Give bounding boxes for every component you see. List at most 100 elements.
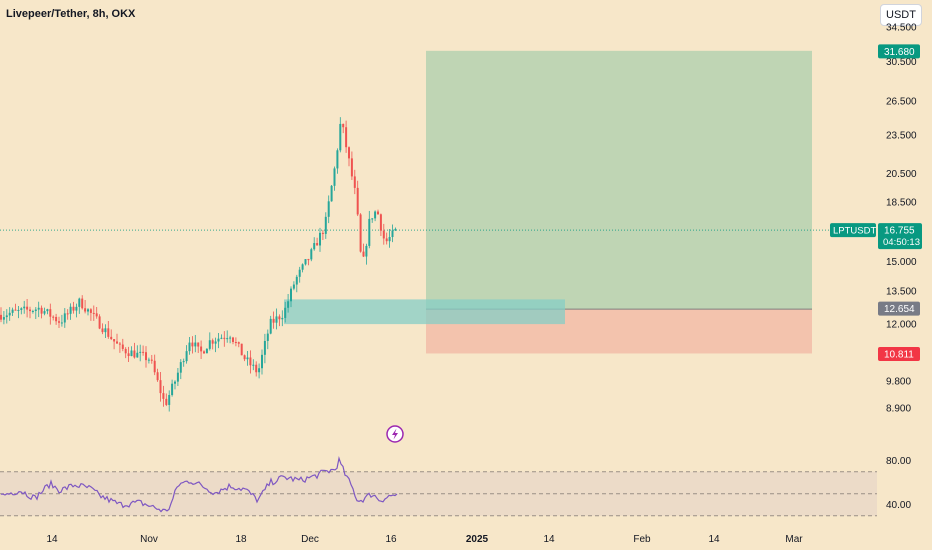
candle — [176, 367, 179, 386]
candle — [379, 213, 382, 237]
candle — [78, 297, 81, 314]
candle-body — [113, 339, 116, 342]
candle — [240, 343, 243, 356]
candle-body — [229, 337, 232, 339]
chart-title: Livepeer/Tether, 8h, OKX — [6, 8, 136, 20]
lightning-icon-bolt — [392, 428, 398, 440]
y-axis-tick: 18.500 — [886, 198, 917, 209]
candle-body — [232, 337, 234, 342]
candle — [319, 227, 321, 252]
candle — [92, 305, 95, 321]
candle-body — [69, 306, 72, 314]
candle — [121, 338, 124, 352]
candle-body — [365, 245, 368, 257]
candle-body — [211, 340, 214, 344]
candle — [252, 359, 255, 371]
candle — [52, 315, 55, 321]
candle — [275, 308, 278, 330]
candle — [321, 230, 324, 240]
candle — [72, 301, 75, 314]
candle — [174, 380, 176, 390]
candle-body — [377, 211, 379, 215]
candle — [150, 354, 153, 364]
candle-body — [98, 316, 101, 329]
candle-body — [327, 201, 330, 217]
candle-body — [179, 362, 182, 373]
candle-body — [324, 216, 327, 234]
candle-body — [142, 351, 145, 353]
candle — [205, 348, 208, 354]
candle — [130, 346, 133, 357]
x-axis-tick: Mar — [785, 534, 803, 545]
target-zone — [426, 50, 812, 310]
candle-body — [2, 317, 5, 320]
x-axis-tick: 14 — [46, 534, 58, 545]
currency-button[interactable]: USDT — [880, 4, 922, 26]
candle — [220, 334, 223, 340]
candle-body — [391, 230, 394, 238]
lightning-icon — [386, 425, 404, 443]
rsi-line — [1, 456, 398, 513]
candle — [214, 337, 217, 353]
symbol-label-text: LPTUSDT — [833, 226, 876, 237]
candle — [101, 323, 104, 335]
candle-body — [168, 395, 171, 405]
candle-body — [382, 230, 385, 239]
candle — [95, 306, 98, 319]
candle-body — [188, 342, 191, 352]
candle-body — [281, 317, 284, 320]
candle — [339, 117, 342, 153]
rsi-axis-tick: 80.00 — [886, 456, 911, 467]
stop-price-label-text: 10.811 — [884, 349, 914, 360]
candle-body — [0, 314, 2, 320]
y-axis-tick: 38.500 — [886, 0, 917, 2]
candle — [156, 368, 159, 382]
candle-body — [333, 168, 336, 186]
candle — [348, 146, 350, 167]
candle — [136, 345, 139, 358]
candle — [342, 123, 345, 134]
candle — [188, 337, 191, 355]
candle — [208, 332, 211, 351]
candle — [211, 338, 214, 350]
candle-body — [104, 328, 107, 333]
candle — [194, 334, 197, 353]
candle-body — [208, 340, 211, 349]
candle-body — [136, 352, 139, 358]
candle-body — [197, 342, 200, 347]
y-axis-tick: 23.500 — [886, 130, 917, 141]
candle — [58, 316, 60, 328]
candle — [40, 305, 43, 319]
candle — [66, 309, 69, 320]
candle — [55, 313, 58, 325]
y-axis-tick: 13.500 — [886, 286, 917, 297]
candle — [26, 299, 29, 318]
candle — [159, 371, 162, 402]
candle — [179, 359, 182, 380]
candle — [116, 333, 118, 344]
candle — [17, 306, 20, 319]
candle-body — [304, 259, 307, 265]
candle — [278, 314, 281, 327]
candle — [8, 307, 11, 321]
candle — [139, 344, 142, 362]
candle-body — [371, 218, 374, 220]
candle-body — [290, 288, 292, 302]
candle — [203, 350, 205, 354]
candle — [313, 237, 316, 251]
candle-body — [60, 322, 63, 324]
candle — [49, 303, 52, 325]
x-axis-tick: Nov — [140, 534, 158, 545]
candle-body — [258, 368, 261, 373]
candle-body — [37, 307, 40, 310]
candle-body — [307, 259, 310, 261]
candle-body — [385, 238, 388, 242]
candle — [284, 301, 287, 323]
candle — [63, 308, 66, 328]
candle — [301, 263, 304, 273]
candle — [388, 228, 391, 248]
candle — [365, 243, 368, 265]
x-axis-tick: 14 — [708, 534, 720, 545]
candle-body — [252, 364, 255, 366]
